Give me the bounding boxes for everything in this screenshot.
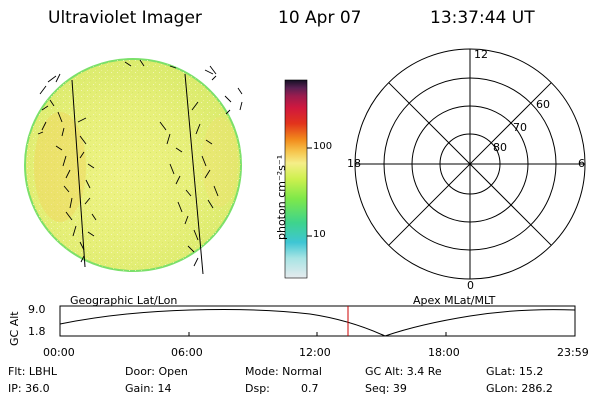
info-gc-alt: GC Alt: 3.4 Re	[365, 365, 442, 378]
date-label: 10 Apr 07	[278, 8, 362, 28]
info-glon: GLon: 286.2	[486, 382, 553, 395]
colorbar-tick-100: 100	[313, 141, 333, 152]
colorbar-unit-label: photon cm⁻²s⁻¹	[275, 154, 288, 240]
info-glat: GLat: 15.2	[486, 365, 544, 378]
altitude-ytick-1-8: 1.8	[28, 325, 46, 338]
time-label: 13:37:44 UT	[430, 8, 535, 28]
info-dsp-label: Dsp:	[245, 382, 270, 395]
polar-panel-label: Apex MLat/MLT	[413, 294, 496, 307]
image-panel-label: Geographic Lat/Lon	[70, 294, 178, 307]
colorbar	[284, 79, 312, 279]
altitude-ylabel: GC Alt	[8, 311, 21, 346]
mlt-label-18: 18	[347, 157, 361, 170]
mlt-label-0: 0	[467, 279, 474, 292]
coastline-overlay	[37, 59, 243, 267]
meridian-line	[71, 79, 86, 268]
altitude-plot	[59, 305, 576, 337]
info-gain: Gain: 14	[125, 382, 172, 395]
polar-plot	[354, 48, 586, 280]
instrument-title: Ultraviolet Imager	[48, 8, 202, 28]
altitude-xtick-1800: 18:00	[428, 346, 460, 359]
colorbar-tick-10: 10	[313, 229, 326, 240]
mlt-label-6: 6	[578, 157, 585, 170]
info-seq: Seq: 39	[365, 382, 407, 395]
info-flt: Flt: LBHL	[8, 365, 57, 378]
info-dsp-value: 0.7	[301, 382, 319, 395]
mlt-label-12: 12	[474, 48, 488, 61]
altitude-ytick-9: 9.0	[28, 303, 46, 316]
meridian-line	[184, 73, 204, 275]
altitude-xtick-0600: 06:00	[171, 346, 203, 359]
mlat-label-70: 70	[513, 121, 527, 134]
info-mode: Mode: Normal	[245, 365, 322, 378]
mlat-label-80: 80	[493, 141, 507, 154]
altitude-xtick-0000: 00:00	[43, 346, 75, 359]
altitude-curve	[59, 309, 576, 337]
info-ip: IP: 36.0	[8, 382, 50, 395]
altitude-xtick-1200: 12:00	[299, 346, 331, 359]
info-door: Door: Open	[125, 365, 188, 378]
mlat-label-60: 60	[536, 98, 550, 111]
altitude-xtick-2359: 23:59	[557, 346, 589, 359]
uv-image	[24, 58, 243, 275]
